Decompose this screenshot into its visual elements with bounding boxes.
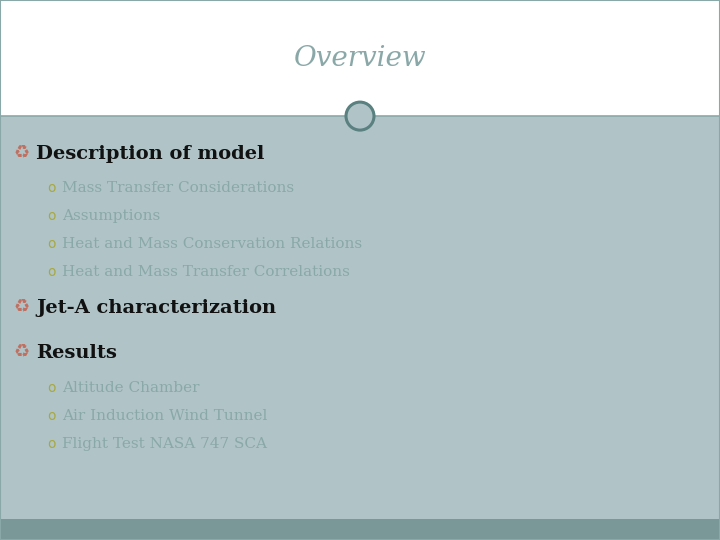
Text: o: o: [48, 209, 56, 223]
Bar: [0, 116, 720, 519]
Text: ♻: ♻: [14, 299, 30, 317]
Text: Heat and Mass Transfer Correlations: Heat and Mass Transfer Correlations: [62, 265, 350, 279]
Text: Results: Results: [36, 344, 117, 362]
Circle shape: [346, 102, 374, 130]
Text: Assumptions: Assumptions: [62, 209, 161, 223]
Text: o: o: [48, 409, 56, 423]
Text: Jet-A characterization: Jet-A characterization: [36, 299, 276, 317]
Text: ♻: ♻: [14, 145, 30, 163]
Bar: [0, 519, 720, 540]
Text: o: o: [48, 181, 56, 195]
Text: Description of model: Description of model: [36, 145, 264, 163]
Text: o: o: [48, 265, 56, 279]
Text: Altitude Chamber: Altitude Chamber: [62, 381, 199, 395]
Text: Flight Test NASA 747 SCA: Flight Test NASA 747 SCA: [62, 437, 267, 451]
Text: o: o: [48, 381, 56, 395]
Text: o: o: [48, 237, 56, 251]
Text: Overview: Overview: [294, 45, 426, 71]
Text: Heat and Mass Conservation Relations: Heat and Mass Conservation Relations: [62, 237, 362, 251]
Text: Mass Transfer Considerations: Mass Transfer Considerations: [62, 181, 294, 195]
Text: ♻: ♻: [14, 344, 30, 362]
Bar: [0, 0, 720, 116]
Text: o: o: [48, 437, 56, 451]
Text: Air Induction Wind Tunnel: Air Induction Wind Tunnel: [62, 409, 267, 423]
